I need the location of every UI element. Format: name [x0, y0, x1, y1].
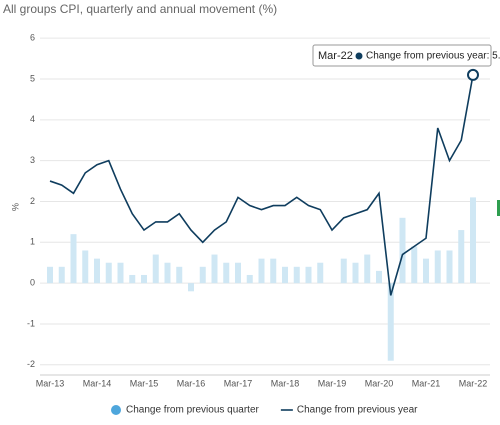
bar — [141, 274, 147, 284]
tooltip: Mar-22 Change from previous year: 5.1 — [312, 44, 500, 67]
bar — [129, 274, 136, 284]
side-marker — [497, 200, 500, 216]
y-tick-label: 4 — [30, 114, 35, 124]
y-tick-label: 0 — [30, 278, 35, 288]
bar — [211, 254, 218, 284]
y-tick-label: 2 — [30, 196, 35, 206]
bar — [152, 254, 159, 284]
bar — [235, 262, 241, 284]
legend: Change from previous quarter Change from … — [111, 405, 418, 416]
x-tick-label: Mar-20 — [365, 378, 394, 388]
y-tick-label: 3 — [30, 155, 35, 165]
bar — [399, 217, 406, 284]
bar — [47, 266, 53, 284]
tooltip-box — [312, 44, 492, 67]
line — [49, 74, 474, 296]
bar — [188, 283, 194, 292]
y-tick-label: 6 — [30, 33, 35, 43]
x-tick-label: Mar-17 — [224, 378, 253, 388]
bar — [117, 262, 124, 284]
bar — [258, 258, 265, 284]
bar — [105, 262, 112, 284]
bar — [458, 230, 465, 284]
plot-area: -2 -1 0 1 2 3 4 5 6 Mar-13 Mar-14 Mar-15 Mar-16 Mar-1… — [27, 33, 490, 388]
bar — [352, 262, 359, 284]
bar — [82, 250, 89, 284]
x-tick-label: Mar-16 — [177, 378, 206, 388]
highlight-point — [467, 68, 479, 81]
chart-title: All groups CPI, quarterly and annual mov… — [3, 2, 277, 16]
bar — [387, 283, 394, 361]
bar — [94, 258, 100, 284]
bar — [176, 266, 183, 284]
x-tick-label: Mar-18 — [271, 378, 300, 388]
y-tick-label: 1 — [30, 237, 35, 247]
bar — [223, 262, 230, 284]
x-tick-label: Mar-13 — [36, 378, 65, 388]
bar — [317, 262, 324, 284]
y-axis-label: % — [10, 203, 20, 211]
y-tick-label: -1 — [27, 318, 35, 328]
x-tick-label: Mar-14 — [83, 378, 112, 388]
bar — [340, 258, 347, 284]
legend-swatch — [111, 405, 121, 415]
x-tick-label: Mar-19 — [318, 378, 347, 388]
tooltip-text: Change from previous year: 5.1 — [366, 51, 500, 62]
bar — [434, 250, 441, 284]
tooltip-category: Mar-22 — [318, 50, 353, 62]
bar — [70, 234, 77, 284]
bar — [199, 266, 206, 284]
bar — [305, 266, 312, 284]
bar — [282, 266, 288, 284]
bar — [364, 254, 371, 284]
bar — [411, 246, 418, 284]
y-tick-label: -2 — [27, 359, 35, 369]
bar — [446, 250, 453, 284]
legend-label: Change from previous year — [297, 405, 418, 416]
bar — [58, 266, 65, 284]
y-tick-label: 5 — [30, 73, 35, 83]
x-tick-label: Mar-22 — [459, 378, 488, 388]
bar — [270, 258, 277, 284]
bar — [164, 262, 171, 284]
bar — [376, 270, 382, 284]
tooltip-swatch — [355, 52, 363, 60]
legend-label: Change from previous quarter — [126, 405, 260, 416]
bar — [293, 266, 300, 284]
x-tick-label: Mar-21 — [412, 378, 441, 388]
bar — [470, 197, 476, 284]
bar — [423, 258, 429, 284]
x-tick-label: Mar-15 — [130, 378, 159, 388]
bar — [246, 274, 253, 284]
